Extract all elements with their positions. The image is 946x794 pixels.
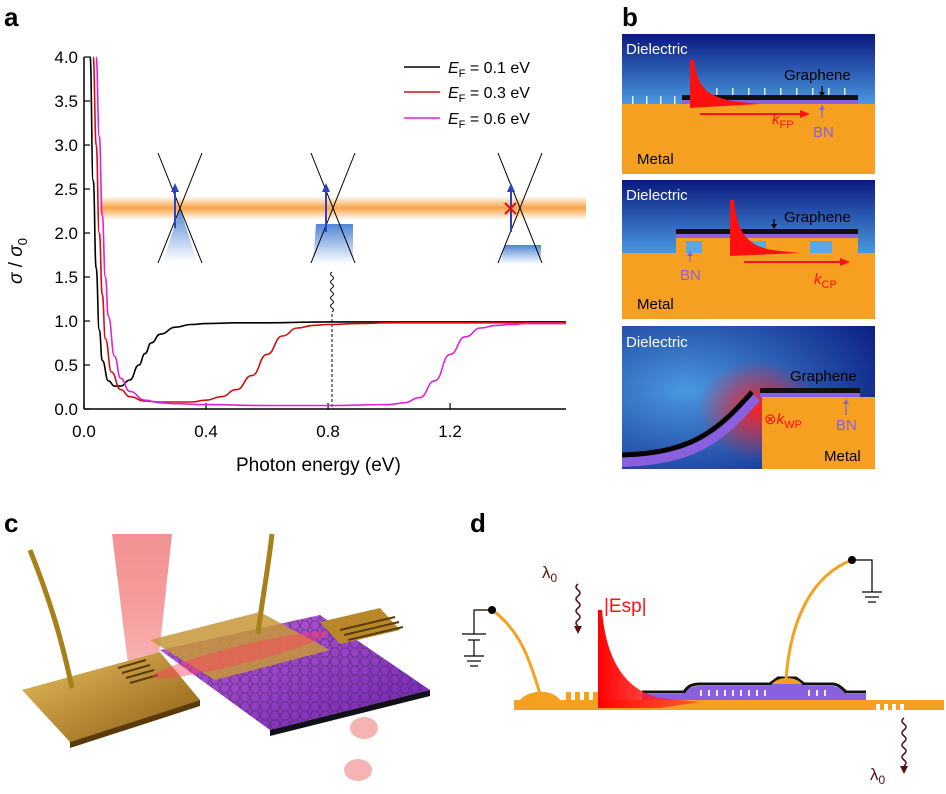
x-tick-label: 0.0 bbox=[72, 422, 96, 441]
legend-item-3: EF = 0.6 eV bbox=[404, 111, 530, 131]
dirac-cone-3 bbox=[497, 152, 543, 264]
series-line-1 bbox=[89, 56, 566, 387]
y-tick-label: 3.0 bbox=[54, 136, 78, 155]
panel-b: b Dielectric Graphene bbox=[621, 2, 875, 469]
metal-label-3: Metal bbox=[824, 448, 861, 465]
y-label-sub: 0 bbox=[15, 238, 30, 245]
y-tick-label: 3.5 bbox=[54, 92, 78, 111]
metal-label-1: Metal bbox=[637, 151, 674, 168]
bn-label-1: BN bbox=[813, 124, 834, 141]
field-profile-cp bbox=[730, 200, 800, 256]
left-grating bbox=[566, 692, 598, 700]
dielectric-label-2: Dielectric bbox=[626, 187, 688, 204]
series-line-3 bbox=[95, 56, 566, 407]
panel-d: d |Esp| bbox=[462, 508, 944, 787]
legend: EF = 0.1 eV EF = 0.3 eV EF = 0.6 eV bbox=[404, 60, 530, 131]
photon-wiggle bbox=[330, 271, 334, 313]
metal-label-2: Metal bbox=[637, 296, 674, 313]
graphene-label-1: Graphene bbox=[784, 67, 851, 84]
y-ticks: 0.0 0.5 1.0 1.5 2.0 2.5 3.0 3.5 4.0 bbox=[54, 48, 90, 419]
panel-a: a bbox=[4, 2, 586, 476]
panel-b-label: b bbox=[622, 2, 638, 32]
x-tick-label: 1.2 bbox=[438, 422, 462, 441]
left-probe-d bbox=[491, 608, 542, 695]
field-label: |Esp| bbox=[604, 596, 647, 617]
x-tick-label: 0.8 bbox=[316, 422, 340, 441]
y-tick-label: 4.0 bbox=[54, 48, 78, 67]
b-subpanel-fp: Dielectric Graphene BN Metal kFP bbox=[622, 34, 875, 174]
emission-spot-2 bbox=[344, 759, 372, 781]
dirac-cone-1 bbox=[157, 152, 203, 264]
right-probe bbox=[255, 533, 275, 635]
right-probe-d bbox=[784, 558, 853, 681]
ground-symbol bbox=[862, 591, 882, 603]
photon-band bbox=[100, 196, 586, 220]
field-profile-fp bbox=[690, 60, 760, 108]
battery-ground bbox=[462, 633, 486, 667]
b-subpanel-cp: Dielectric Graphene BN Metal kCP bbox=[622, 180, 875, 319]
x-ticks: 0.0 0.4 0.8 1.2 bbox=[72, 403, 462, 441]
gratings bbox=[117, 616, 404, 684]
svg-text:EF = 0.3 eV: EF = 0.3 eV bbox=[448, 85, 530, 105]
k-cp-label: kCP bbox=[814, 271, 837, 291]
metal-strip bbox=[514, 700, 944, 710]
y-label-sigma0: σ bbox=[6, 244, 27, 257]
emission-spot-1 bbox=[350, 717, 378, 739]
y-axis-label: σ / σ0 bbox=[6, 238, 30, 284]
x-tick-label: 0.4 bbox=[194, 422, 218, 441]
outgoing-photon bbox=[901, 717, 907, 767]
b-subpanel-wp: Dielectric Graphene BN Metal ⊗kWP bbox=[621, 326, 875, 469]
left-probe bbox=[27, 549, 75, 689]
graphene-label-2: Graphene bbox=[784, 209, 851, 226]
lambda-top: λ0 bbox=[542, 563, 558, 585]
laser-beam bbox=[112, 534, 172, 664]
left-gold-contact bbox=[22, 652, 200, 742]
y-tick-label: 2.5 bbox=[54, 180, 78, 199]
legend-item-1: EF = 0.1 eV bbox=[404, 60, 530, 80]
chart-a-series bbox=[89, 56, 566, 407]
panel-c: c bbox=[4, 508, 430, 781]
incoming-photon bbox=[575, 583, 581, 627]
svg-text:σ / σ0: σ / σ0 bbox=[6, 238, 30, 284]
k-wp-label: ⊗kWP bbox=[764, 411, 802, 431]
bn-label-3: BN bbox=[836, 417, 857, 434]
dirac-cone-2 bbox=[310, 152, 356, 264]
graphene-label-3: Graphene bbox=[790, 368, 857, 385]
k-fp-label: kFP bbox=[772, 111, 794, 131]
chart-a-axes: 0.0 0.5 1.0 1.5 2.0 2.5 3.0 3.5 4.0 0.0 0.4 0.8 1.2 bbox=[54, 48, 566, 441]
bn-label-2: BN bbox=[680, 267, 701, 284]
y-tick-label: 1.0 bbox=[54, 312, 78, 331]
y-tick-label: 1.5 bbox=[54, 268, 78, 287]
y-label-sigma: σ bbox=[6, 271, 27, 284]
panel-d-label: d bbox=[470, 508, 486, 538]
lambda-bottom: λ0 bbox=[870, 765, 886, 787]
right-grating bbox=[876, 704, 904, 710]
series-line-2 bbox=[92, 56, 566, 403]
y-tick-label: 0.5 bbox=[54, 356, 78, 375]
svg-text:EF = 0.6 eV: EF = 0.6 eV bbox=[448, 111, 530, 131]
dielectric-label-3: Dielectric bbox=[626, 334, 688, 351]
top-gold-contact bbox=[150, 612, 330, 680]
x-axis-label: Photon energy (eV) bbox=[236, 455, 401, 476]
panel-a-label: a bbox=[4, 2, 19, 32]
svg-text:EF = 0.1 eV: EF = 0.1 eV bbox=[448, 60, 530, 80]
y-tick-label: 2.0 bbox=[54, 224, 78, 243]
panel-c-label: c bbox=[4, 508, 18, 538]
dielectric-label-1: Dielectric bbox=[626, 41, 688, 58]
field-profile-d bbox=[598, 610, 700, 708]
y-tick-label: 0.0 bbox=[54, 400, 78, 419]
legend-item-2: EF = 0.3 eV bbox=[404, 85, 530, 105]
